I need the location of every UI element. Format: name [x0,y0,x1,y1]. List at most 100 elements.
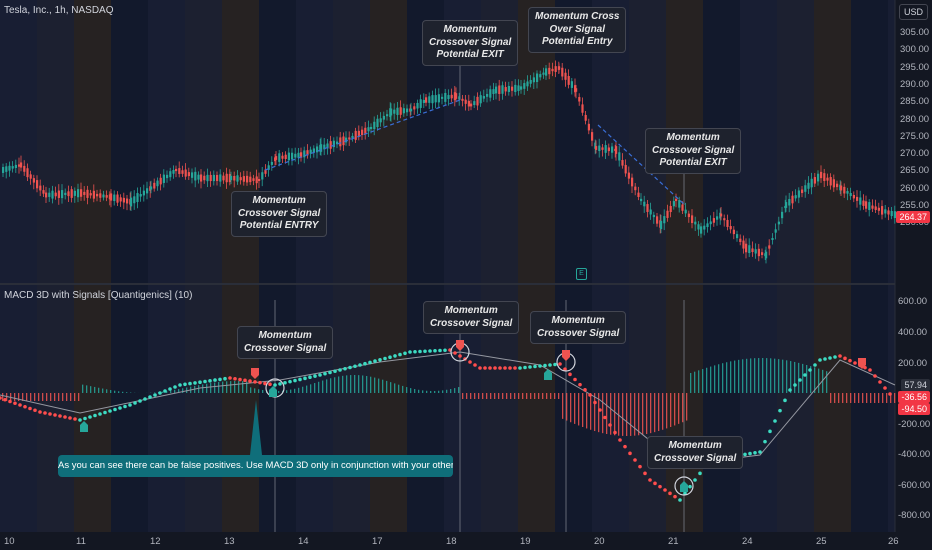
histogram-bar [106,389,108,393]
candle [634,186,637,191]
macd-dot [78,418,82,422]
currency-button[interactable]: USD [898,4,928,20]
histogram-bar [838,393,840,403]
candle [536,73,539,83]
candle [367,127,370,132]
candle [646,204,649,212]
candle [578,97,581,102]
candle [859,197,862,205]
histogram-bar [490,393,492,399]
macd-dot [88,415,92,419]
candle [20,162,23,168]
callout-price-exit-2: Momentum Crossover Signal Potential EXIT [645,128,742,174]
macd-dot [753,451,757,455]
callout-price-cross: Momentum Cross Over Signal Potential Entry [528,7,627,53]
candle [119,197,122,202]
callout-macd-2: Momentum Crossover Signal [423,301,520,334]
histogram-bar [98,387,100,393]
candle [386,114,389,117]
macd-dot [53,413,57,417]
histogram-bar [166,391,168,393]
histogram-bar [510,393,512,399]
candle [567,75,570,85]
candle [206,174,209,182]
candle [501,85,504,94]
macd-dot [73,417,77,421]
candle [312,148,315,153]
candle [105,195,108,198]
candle [823,173,826,181]
candle [32,178,35,183]
histogram-bar [730,361,732,393]
macd-dot [558,362,562,366]
histogram-bar [406,387,408,393]
candle [455,93,458,99]
candle [874,206,877,210]
histogram-bar [830,393,832,403]
candle [453,92,456,101]
macd-dot [363,361,367,366]
candle [178,168,181,174]
histogram-bar [202,384,204,393]
histogram-bar [698,370,700,393]
histogram-bar [634,393,636,436]
candle [817,173,820,182]
macd-dot [483,366,487,370]
price-tick: 260.00 [900,182,930,194]
candle [122,197,125,203]
candle [113,194,116,202]
candle [156,180,159,187]
histogram-bar [442,390,444,393]
candle [794,195,797,199]
histogram-bar [182,388,184,393]
candle [511,86,514,91]
callout-macd-1: Momentum Crossover Signal [237,326,334,359]
candle [791,195,794,204]
candle [236,175,239,182]
histogram-bar [122,391,124,393]
candle [162,174,165,183]
histogram-bar [82,384,84,393]
histogram-bar [90,386,92,393]
macd-dot [278,382,282,386]
candle [396,107,399,115]
macd-dot [138,399,142,403]
candle [413,106,416,110]
candle [64,192,67,195]
macd-dot [578,382,582,387]
crossover-circle [674,476,694,496]
histogram-bar [334,377,336,393]
candle [242,176,245,182]
macd-dot [453,351,457,355]
histogram-bar [414,389,416,393]
macd-dot [628,451,632,456]
histogram-bar [514,393,516,399]
histogram-bar [42,393,44,401]
candle [615,146,618,154]
histogram-bar [518,393,520,399]
macd-dot [808,368,812,372]
candle [410,108,413,112]
candle [48,192,51,197]
candle [624,164,627,174]
earnings-icon[interactable]: E [576,268,587,280]
histogram-bar [890,393,892,403]
macd-dot [533,364,537,369]
candle [23,165,26,172]
macd-dot [878,380,882,384]
macd-dot [293,378,297,383]
histogram-bar [318,381,320,393]
trend-arrow [597,124,686,206]
session-band [407,0,444,532]
candle [402,108,405,114]
histogram-bar [786,360,788,393]
candle [691,215,694,224]
time-strip [0,532,932,550]
histogram-bar [430,390,432,393]
histogram-bar [302,386,304,393]
candle [551,68,554,72]
macd-dot [818,358,822,362]
candle [444,92,447,102]
histogram-bar [462,393,464,399]
